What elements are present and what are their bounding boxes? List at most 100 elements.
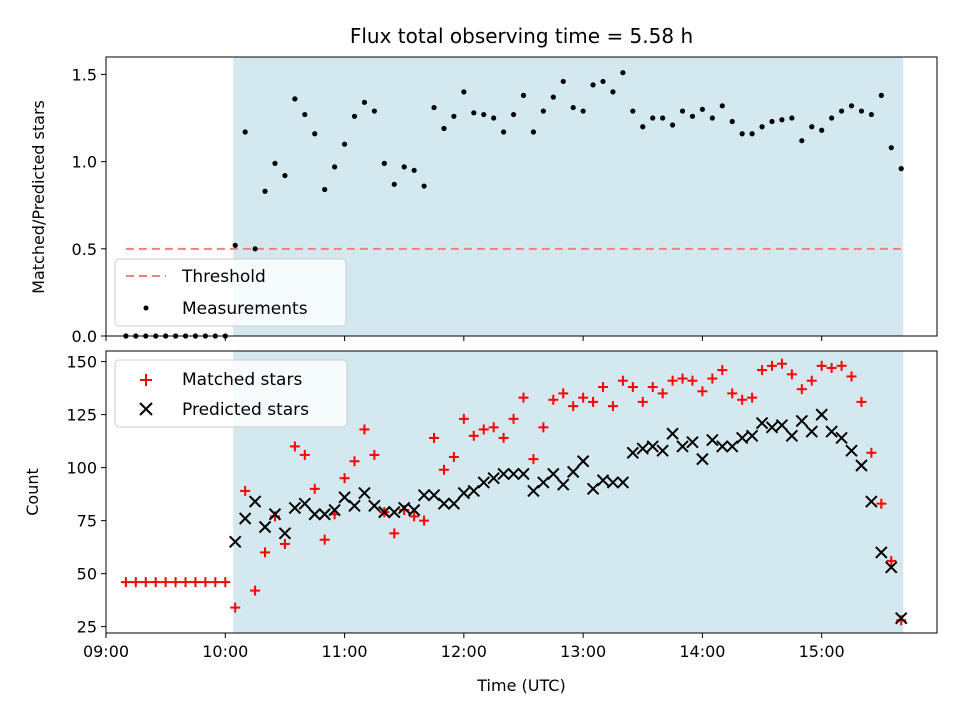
bottom-y-ticks: 25 50 75 100 125 150 — [66, 353, 106, 637]
predicted-star-point — [288, 501, 302, 515]
matched-star-point — [260, 547, 271, 558]
matched-star-point — [190, 577, 201, 588]
predicted-star-point — [258, 520, 272, 534]
measurement-point — [898, 166, 904, 172]
matched-star-point — [627, 382, 638, 393]
matched-star-point — [150, 577, 161, 588]
predicted-star-point — [795, 414, 809, 428]
y-tick-label: 1.0 — [72, 153, 97, 172]
measurement-point — [769, 118, 775, 125]
predicted-legend-swatch — [139, 402, 153, 416]
predicted-star-point — [298, 497, 312, 510]
predicted-star-point — [656, 444, 669, 457]
measurements-legend-label: Measurements — [182, 299, 308, 319]
predicted-star-point — [477, 476, 490, 489]
matched-star-point — [607, 401, 618, 412]
chart-title: Flux total observing time = 5.58 h — [350, 24, 693, 48]
predicted-star-point — [497, 467, 510, 481]
bottom-x-ticks: 09:00 10:00 11:00 12:00 13:00 14:00 15:00 — [83, 633, 845, 661]
predicted-star-point — [726, 440, 739, 453]
measurement-point — [252, 246, 258, 252]
matched-star-point — [568, 401, 579, 412]
matched-star-point — [240, 485, 251, 496]
matched-star-point — [339, 473, 350, 484]
measurement-point — [590, 82, 596, 88]
matched-star-point — [806, 375, 817, 386]
bottom-marks — [120, 358, 908, 626]
predicted-star-point — [825, 425, 838, 438]
matched-star-point — [687, 375, 698, 386]
predicted-star-point — [417, 488, 431, 502]
matched-star-point — [518, 392, 529, 403]
predicted-star-point — [835, 431, 848, 445]
matched-star-point — [588, 396, 599, 407]
matched-star-point — [508, 413, 519, 424]
measurement-point — [461, 89, 467, 95]
measurement-point — [431, 104, 437, 111]
measurement-point — [550, 94, 556, 100]
predicted-star-point — [318, 508, 331, 521]
matched-star-point — [617, 375, 628, 386]
matched-star-point — [309, 483, 320, 494]
x-tick-label: 09:00 — [83, 642, 129, 661]
predicted-star-point — [229, 535, 242, 549]
x-tick-label: 13:00 — [560, 642, 606, 661]
measurement-point — [789, 115, 795, 121]
measurement-point — [610, 89, 616, 95]
matched-star-point — [548, 394, 559, 405]
predicted-star-point — [596, 474, 610, 487]
bottom-axes-frame — [105, 350, 938, 634]
measurement-point — [600, 78, 606, 85]
measurement-point — [262, 188, 268, 194]
measurement-point — [451, 113, 457, 119]
top-panel: 0.0 0.5 1.0 1.5 Flux total observing time =… — [29, 24, 938, 346]
x-tick-label: 15:00 — [799, 642, 845, 661]
matched-star-point — [488, 422, 499, 433]
measurement-point — [560, 78, 566, 85]
matched-star-point — [776, 358, 787, 369]
predicted-star-point — [507, 467, 520, 481]
predicted-star-point — [557, 478, 570, 491]
predicted-star-point — [388, 505, 401, 519]
predicted-star-point — [875, 546, 888, 559]
matched-star-point — [697, 386, 708, 397]
measurement-point — [242, 129, 248, 135]
measurement-point — [580, 108, 586, 114]
matched-star-point — [359, 424, 370, 435]
matched-star-point — [538, 422, 549, 433]
predicted-star-point — [547, 467, 560, 481]
measurements-legend-swatch — [143, 305, 149, 311]
measurement-point — [660, 115, 666, 121]
predicted-star-point — [765, 421, 779, 434]
matched-star-point — [468, 430, 479, 441]
y-tick-label: 100 — [66, 459, 97, 478]
measurement-point — [779, 117, 785, 123]
predicted-star-point — [815, 408, 828, 421]
predicted-star-point — [268, 508, 282, 521]
matched-star-point — [369, 449, 380, 460]
measurement-point — [322, 186, 328, 193]
measurement-point — [809, 124, 815, 130]
matched-star-point — [866, 447, 877, 458]
matched-star-point — [578, 392, 589, 403]
measurement-point — [411, 167, 417, 173]
measurement-point — [848, 103, 855, 109]
measurement-point — [540, 108, 546, 114]
x-tick-label: 12:00 — [441, 642, 487, 661]
predicted-legend-label: Predicted stars — [182, 400, 309, 420]
matched-star-point — [836, 360, 847, 371]
predicted-star-point — [566, 465, 580, 479]
measurement-point — [739, 131, 745, 137]
matched-star-point — [429, 432, 440, 443]
measurement-point — [381, 160, 387, 166]
predicted-star-point — [676, 440, 689, 453]
predicted-star-point — [397, 501, 411, 515]
measurement-point — [689, 113, 696, 119]
predicted-star-point — [527, 484, 540, 498]
predicted-star-point — [358, 486, 371, 500]
matched-star-point — [419, 515, 430, 526]
predicted-star-point — [407, 503, 421, 517]
matched-star-point — [210, 577, 221, 588]
measurement-point — [799, 138, 805, 144]
